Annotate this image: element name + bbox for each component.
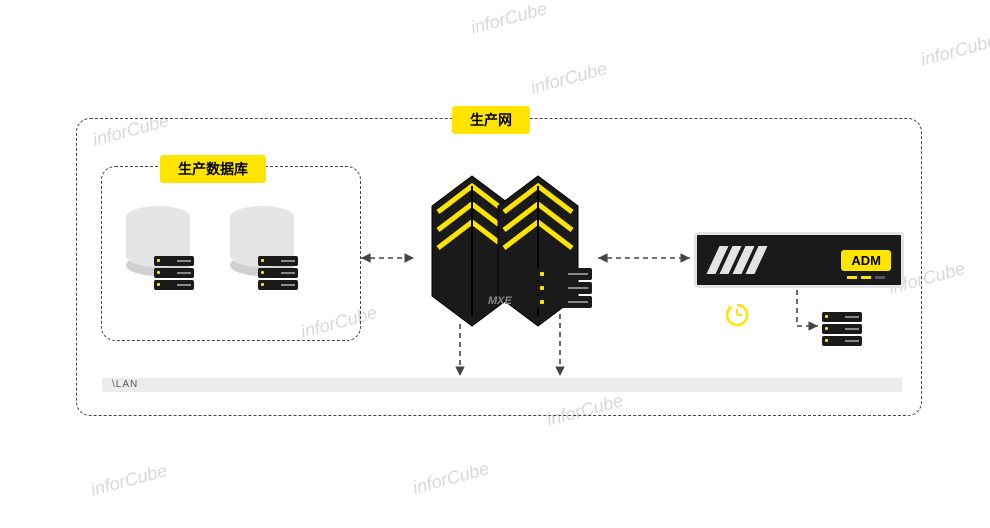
production-network-label: 生产网 — [452, 106, 530, 134]
watermark: inforCube — [89, 460, 170, 500]
server-stack-icon — [258, 256, 314, 292]
server-stack-icon — [154, 256, 210, 292]
server-stack-icon — [822, 312, 878, 348]
adm-badge: ADM — [841, 250, 891, 271]
mxe-label: MXE — [488, 295, 513, 307]
schedule-clock-icon — [724, 302, 750, 328]
server-stack-icon — [536, 268, 592, 310]
lan-bar: \LAN — [102, 378, 902, 392]
watermark: inforCube — [411, 458, 492, 498]
production-db-label: 生产数据库 — [160, 155, 266, 183]
mxe-servers-icon: MXE — [412, 166, 602, 336]
adm-appliance-icon: ADM — [694, 232, 904, 288]
watermark: inforCube — [919, 30, 990, 70]
watermark: inforCube — [469, 0, 550, 39]
watermark: inforCube — [529, 58, 610, 98]
